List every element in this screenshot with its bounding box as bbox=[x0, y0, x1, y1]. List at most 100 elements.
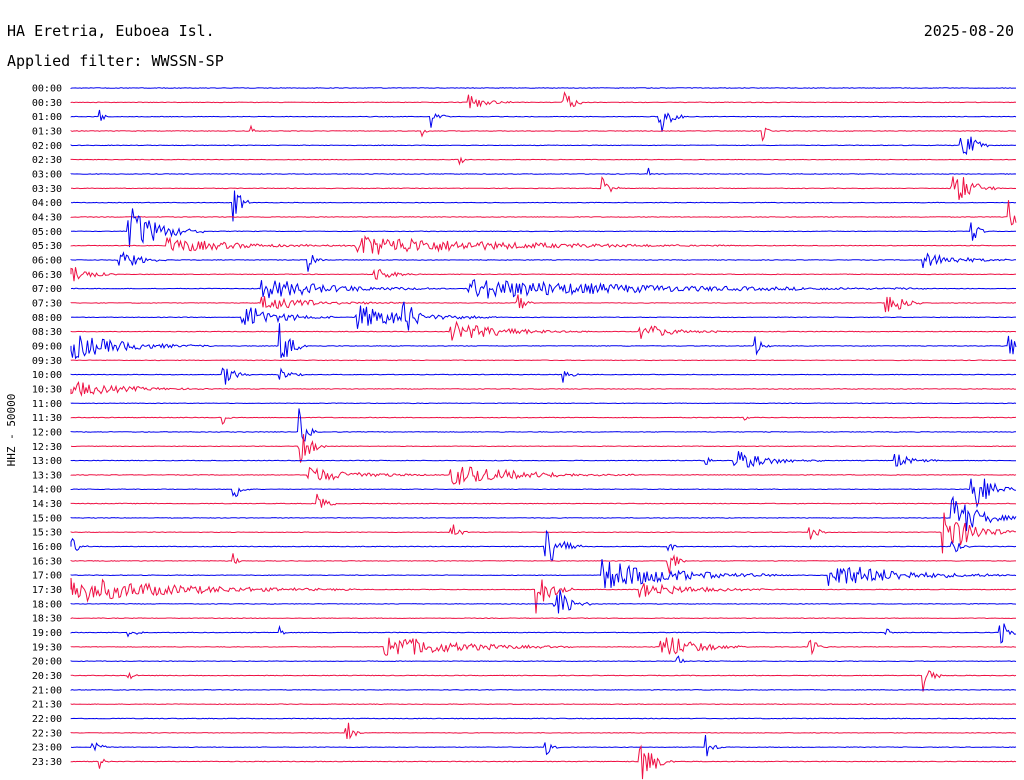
trace-row bbox=[70, 91, 1017, 109]
time-tick-label: 18:00 bbox=[32, 599, 62, 610]
station-title: HA Eretria, Euboea Isl. bbox=[7, 22, 215, 40]
trace-row bbox=[70, 380, 1017, 397]
trace-row bbox=[70, 559, 1017, 589]
trace-row bbox=[70, 717, 1016, 720]
trace-row bbox=[70, 190, 1017, 222]
time-tick-label: 08:30 bbox=[32, 327, 62, 338]
time-tick-label: 07:30 bbox=[32, 298, 62, 309]
trace-row bbox=[70, 301, 1016, 331]
trace-row bbox=[70, 323, 1017, 360]
trace-row bbox=[70, 553, 1016, 574]
trace-row bbox=[70, 617, 1017, 620]
time-tick-label: 22:00 bbox=[32, 714, 62, 725]
time-tick-label: 18:30 bbox=[32, 614, 62, 625]
trace-row bbox=[70, 478, 1017, 508]
time-tick-label: 02:30 bbox=[32, 155, 62, 166]
time-tick-label: 00:30 bbox=[32, 98, 62, 109]
trace-row bbox=[70, 589, 1017, 614]
time-tick-label: 11:30 bbox=[32, 413, 62, 424]
trace-row bbox=[70, 200, 1017, 226]
trace-row bbox=[70, 512, 1017, 554]
trace-row bbox=[70, 495, 1017, 532]
time-tick-label: 09:00 bbox=[32, 341, 62, 352]
trace-row bbox=[70, 109, 1017, 132]
trace-row bbox=[71, 176, 1017, 201]
trace-row bbox=[70, 136, 1017, 156]
time-tick-label: 17:00 bbox=[32, 571, 62, 582]
trace-row bbox=[70, 167, 1017, 176]
trace-row bbox=[70, 267, 1017, 282]
trace-row bbox=[70, 279, 1016, 299]
trace-row bbox=[71, 208, 1016, 248]
time-tick-label: 15:30 bbox=[32, 528, 62, 539]
trace-row bbox=[70, 367, 1017, 385]
time-tick-label: 00:00 bbox=[32, 84, 62, 95]
time-tick-label: 04:30 bbox=[32, 212, 62, 223]
time-tick-labels: 00:00 00:30 01:00 01:30 02:00 02:30 03:00 03:30… bbox=[32, 84, 62, 769]
time-tick-label: 23:30 bbox=[32, 757, 62, 768]
trace-row bbox=[70, 722, 1017, 740]
trace-row bbox=[70, 359, 1017, 362]
time-tick-label: 14:30 bbox=[32, 499, 62, 510]
time-tick-label: 16:00 bbox=[32, 542, 62, 553]
trace-row bbox=[70, 251, 1016, 272]
time-tick-label: 12:00 bbox=[32, 427, 62, 438]
trace-lines bbox=[70, 87, 1017, 780]
trace-row bbox=[70, 466, 1017, 485]
time-tick-label: 08:00 bbox=[32, 313, 62, 324]
trace-row bbox=[70, 294, 1016, 313]
time-tick-label: 20:30 bbox=[32, 671, 62, 682]
trace-row bbox=[70, 670, 1017, 692]
time-tick-label: 03:30 bbox=[32, 184, 62, 195]
trace-row bbox=[70, 637, 1017, 656]
trace-row bbox=[70, 577, 1016, 614]
time-tick-label: 14:00 bbox=[32, 485, 62, 496]
trace-row bbox=[70, 493, 1017, 508]
time-tick-label: 16:30 bbox=[32, 556, 62, 567]
time-tick-label: 02:00 bbox=[32, 141, 62, 152]
time-tick-label: 22:30 bbox=[32, 728, 62, 739]
trace-row bbox=[70, 87, 1016, 89]
time-tick-label: 07:00 bbox=[32, 284, 62, 295]
time-tick-label: 04:00 bbox=[32, 198, 62, 209]
trace-row bbox=[70, 156, 1017, 166]
trace-row bbox=[70, 234, 1017, 255]
time-tick-label: 21:00 bbox=[32, 685, 62, 696]
time-tick-label: 13:00 bbox=[32, 456, 62, 467]
trace-row bbox=[70, 623, 1017, 644]
time-tick-label: 11:00 bbox=[32, 399, 62, 410]
time-tick-label: 06:00 bbox=[32, 255, 62, 266]
trace-row bbox=[70, 416, 1017, 425]
time-tick-label: 20:00 bbox=[32, 657, 62, 668]
trace-row bbox=[70, 529, 1017, 562]
trace-row bbox=[70, 451, 1016, 468]
time-tick-label: 05:00 bbox=[32, 227, 62, 238]
date-label: 2025-08-20 bbox=[924, 22, 1014, 40]
time-tick-label: 19:30 bbox=[32, 642, 62, 653]
y-axis-label: HHZ - 50000 bbox=[5, 394, 18, 467]
time-tick-label: 10:30 bbox=[32, 384, 62, 395]
time-tick-label: 01:30 bbox=[32, 126, 62, 137]
trace-row bbox=[70, 734, 1017, 757]
trace-row bbox=[70, 744, 1017, 780]
time-tick-label: 21:30 bbox=[32, 700, 62, 711]
time-tick-label: 05:30 bbox=[32, 241, 62, 252]
time-tick-label: 19:00 bbox=[32, 628, 62, 639]
filter-label: Applied filter: WWSSN-SP bbox=[7, 52, 224, 70]
trace-row bbox=[70, 402, 1017, 405]
trace-row bbox=[70, 689, 1017, 691]
trace-row bbox=[70, 655, 1017, 663]
time-tick-label: 09:30 bbox=[32, 356, 62, 367]
trace-row bbox=[70, 408, 1016, 442]
time-tick-label: 23:00 bbox=[32, 743, 62, 754]
time-tick-label: 03:00 bbox=[32, 169, 62, 180]
time-tick-label: 06:30 bbox=[32, 270, 62, 281]
time-tick-label: 12:30 bbox=[32, 442, 62, 453]
time-tick-label: 15:00 bbox=[32, 513, 62, 524]
trace-row bbox=[70, 124, 1017, 142]
time-tick-label: 10:00 bbox=[32, 370, 62, 381]
trace-row bbox=[70, 703, 1017, 706]
time-tick-label: 17:30 bbox=[32, 585, 62, 596]
time-tick-label: 13:30 bbox=[32, 470, 62, 481]
